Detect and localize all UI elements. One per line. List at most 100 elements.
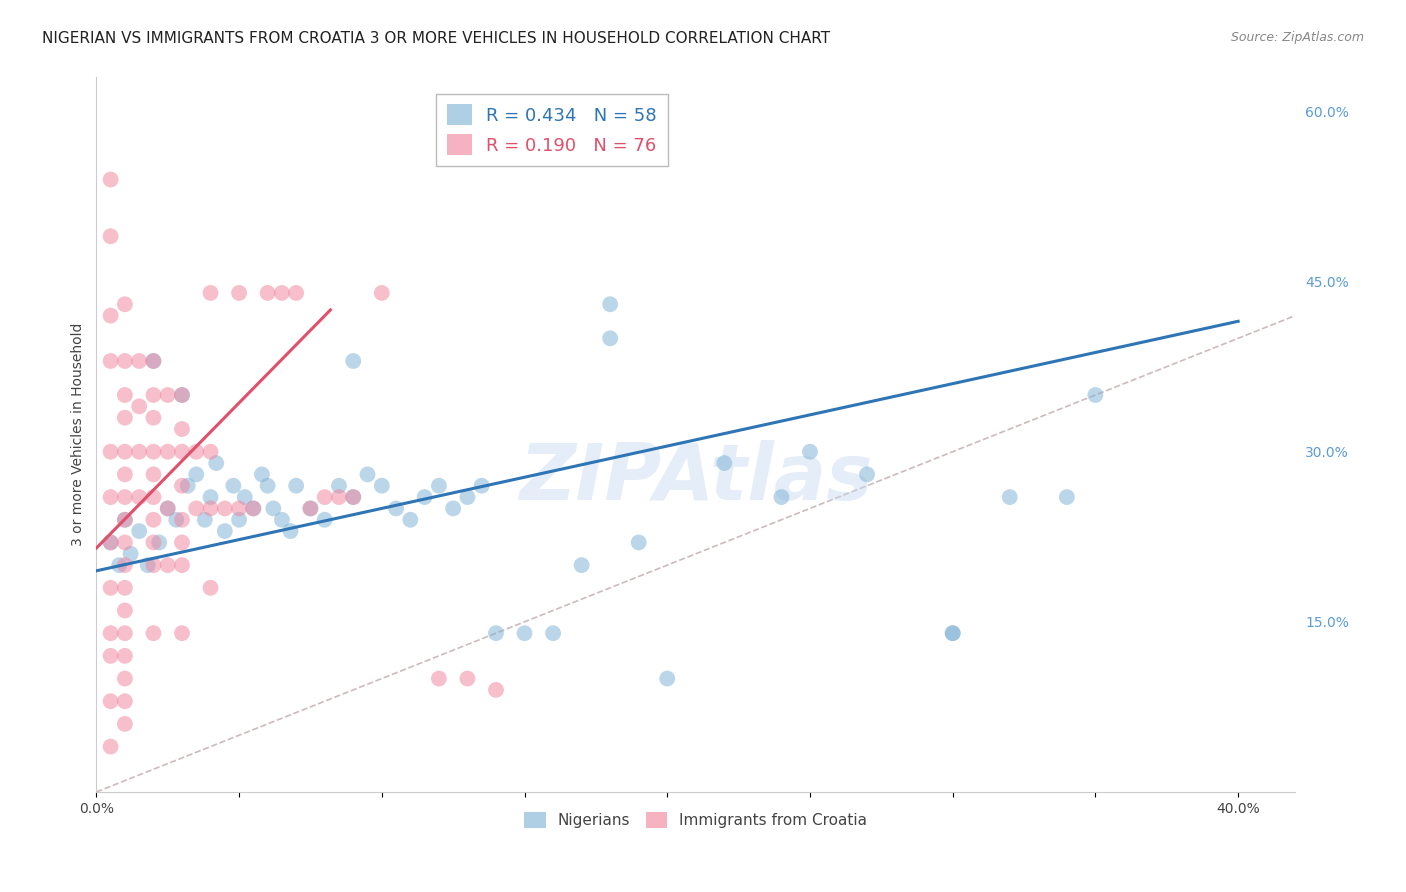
Point — [385, 501, 408, 516]
Point — [942, 626, 965, 640]
Point — [998, 490, 1021, 504]
Point — [371, 285, 394, 300]
Point — [114, 603, 136, 617]
Point — [256, 285, 278, 300]
Point — [427, 479, 450, 493]
Point — [399, 513, 422, 527]
Point — [186, 501, 208, 516]
Point — [200, 490, 222, 504]
Point — [114, 558, 136, 573]
Point — [114, 694, 136, 708]
Point — [471, 479, 494, 493]
Point — [114, 354, 136, 368]
Point — [114, 626, 136, 640]
Point — [186, 444, 208, 458]
Point — [200, 581, 222, 595]
Point — [114, 535, 136, 549]
Point — [250, 467, 273, 482]
Point — [128, 524, 150, 538]
Point — [100, 172, 122, 186]
Point — [114, 717, 136, 731]
Point — [100, 648, 122, 663]
Point — [114, 648, 136, 663]
Point — [100, 309, 122, 323]
Point — [186, 467, 208, 482]
Point — [541, 626, 564, 640]
Point — [222, 479, 245, 493]
Point — [599, 297, 621, 311]
Point — [142, 626, 165, 640]
Text: Source: ZipAtlas.com: Source: ZipAtlas.com — [1230, 31, 1364, 45]
Point — [371, 479, 394, 493]
Point — [128, 444, 150, 458]
Point — [170, 558, 193, 573]
Point — [128, 400, 150, 414]
Point — [194, 513, 217, 527]
Point — [256, 479, 278, 493]
Point — [314, 490, 336, 504]
Point — [128, 490, 150, 504]
Point — [599, 331, 621, 345]
Point — [170, 513, 193, 527]
Point — [128, 354, 150, 368]
Point — [100, 354, 122, 368]
Point — [270, 285, 292, 300]
Point — [200, 285, 222, 300]
Point — [114, 444, 136, 458]
Point — [441, 501, 464, 516]
Point — [299, 501, 322, 516]
Point — [513, 626, 536, 640]
Point — [942, 626, 965, 640]
Point — [285, 479, 308, 493]
Point — [114, 388, 136, 402]
Point — [176, 479, 198, 493]
Y-axis label: 3 or more Vehicles in Household: 3 or more Vehicles in Household — [72, 323, 86, 547]
Point — [713, 456, 735, 470]
Point — [114, 490, 136, 504]
Point — [142, 354, 165, 368]
Point — [136, 558, 159, 573]
Point — [100, 535, 122, 549]
Point — [156, 388, 179, 402]
Point — [170, 422, 193, 436]
Point — [1056, 490, 1078, 504]
Point — [170, 388, 193, 402]
Point — [142, 467, 165, 482]
Point — [456, 490, 478, 504]
Point — [413, 490, 436, 504]
Point — [114, 581, 136, 595]
Point — [108, 558, 131, 573]
Point — [114, 410, 136, 425]
Point — [270, 513, 292, 527]
Point — [114, 467, 136, 482]
Point — [156, 501, 179, 516]
Point — [170, 479, 193, 493]
Point — [142, 490, 165, 504]
Point — [342, 490, 364, 504]
Point — [170, 388, 193, 402]
Point — [233, 490, 256, 504]
Point — [100, 535, 122, 549]
Point — [100, 739, 122, 754]
Point — [856, 467, 879, 482]
Point — [114, 513, 136, 527]
Point — [485, 626, 508, 640]
Point — [165, 513, 187, 527]
Point — [242, 501, 264, 516]
Point — [148, 535, 170, 549]
Point — [205, 456, 228, 470]
Point — [228, 513, 250, 527]
Point — [627, 535, 650, 549]
Point — [100, 490, 122, 504]
Point — [200, 444, 222, 458]
Point — [156, 558, 179, 573]
Point — [170, 535, 193, 549]
Point — [242, 501, 264, 516]
Point — [299, 501, 322, 516]
Point — [657, 672, 679, 686]
Point — [114, 297, 136, 311]
Text: ZIPAtlas: ZIPAtlas — [519, 440, 873, 516]
Point — [485, 682, 508, 697]
Point — [114, 672, 136, 686]
Point — [142, 410, 165, 425]
